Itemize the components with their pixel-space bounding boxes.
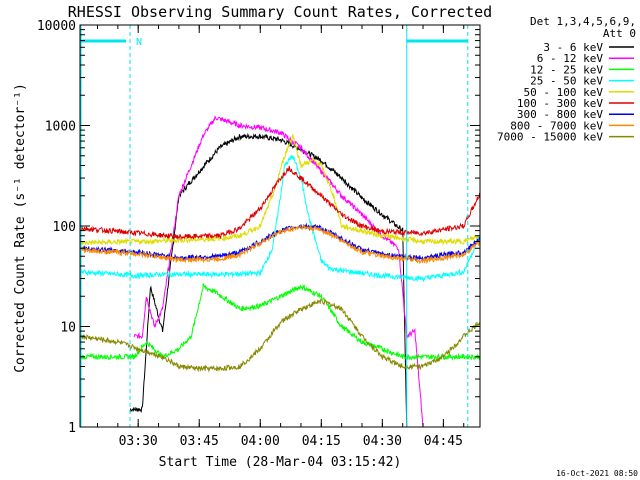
series-line-0 xyxy=(129,132,408,428)
y-tick-label-2: 100 xyxy=(53,220,76,235)
x-tick-label-1: 03:45 xyxy=(180,434,219,449)
series-line-2 xyxy=(79,282,481,362)
y-tick-label-1: 10 xyxy=(60,321,76,336)
legend-label-1: 6 - 12 keV xyxy=(537,52,604,65)
series-line-5 xyxy=(79,165,481,241)
y-tick-label-3: 1000 xyxy=(45,120,76,135)
series-line-8 xyxy=(79,298,481,373)
series-line-7 xyxy=(79,224,481,265)
legend-label-2: 12 - 25 keV xyxy=(530,63,603,76)
x-tick-label-2: 04:00 xyxy=(241,434,280,449)
flag-label: N xyxy=(136,37,142,48)
legend-label-6: 300 - 800 keV xyxy=(517,108,603,121)
x-tick-label-5: 04:45 xyxy=(424,434,463,449)
legend-label-4: 50 - 100 keV xyxy=(524,86,604,99)
legend-label-8: 7000 - 15000 keV xyxy=(497,131,603,144)
x-tick-label-4: 04:30 xyxy=(363,434,402,449)
series-line-1 xyxy=(133,115,424,428)
legend-label-0: 3 - 6 keV xyxy=(543,41,603,54)
y-tick-label-0: 1 xyxy=(68,421,76,436)
y-axis-label: Corrected Count Rate (s⁻¹ detector⁻¹) xyxy=(13,83,28,373)
y-tick-label-4: 10000 xyxy=(37,19,76,34)
timestamp: 16-Oct-2021 08:50 xyxy=(556,469,638,478)
x-tick-label-0: 03:30 xyxy=(119,434,158,449)
series-line-4 xyxy=(79,134,481,246)
series-lines xyxy=(79,115,481,428)
series-line-6 xyxy=(79,222,481,262)
x-tick-label-3: 04:15 xyxy=(302,434,341,449)
axes: 03:30 03:45 04:00 04:15 04:30 04:45 1 10 100 1000… xyxy=(37,19,480,449)
series-line-3 xyxy=(79,154,481,283)
chart-title: RHESSI Observing Summary Count Rates, Co… xyxy=(68,3,492,21)
legend-label-5: 100 - 300 keV xyxy=(517,97,603,110)
legend-header-line2: Att 0 xyxy=(603,27,636,40)
legend-label-7: 800 - 7000 keV xyxy=(510,119,603,132)
x-axis-label: Start Time (28-Mar-04 03:15:42) xyxy=(159,455,402,470)
legend-label-3: 25 - 50 keV xyxy=(530,75,603,88)
legend-header-line1: Det 1,3,4,5,6,9, xyxy=(530,15,636,28)
